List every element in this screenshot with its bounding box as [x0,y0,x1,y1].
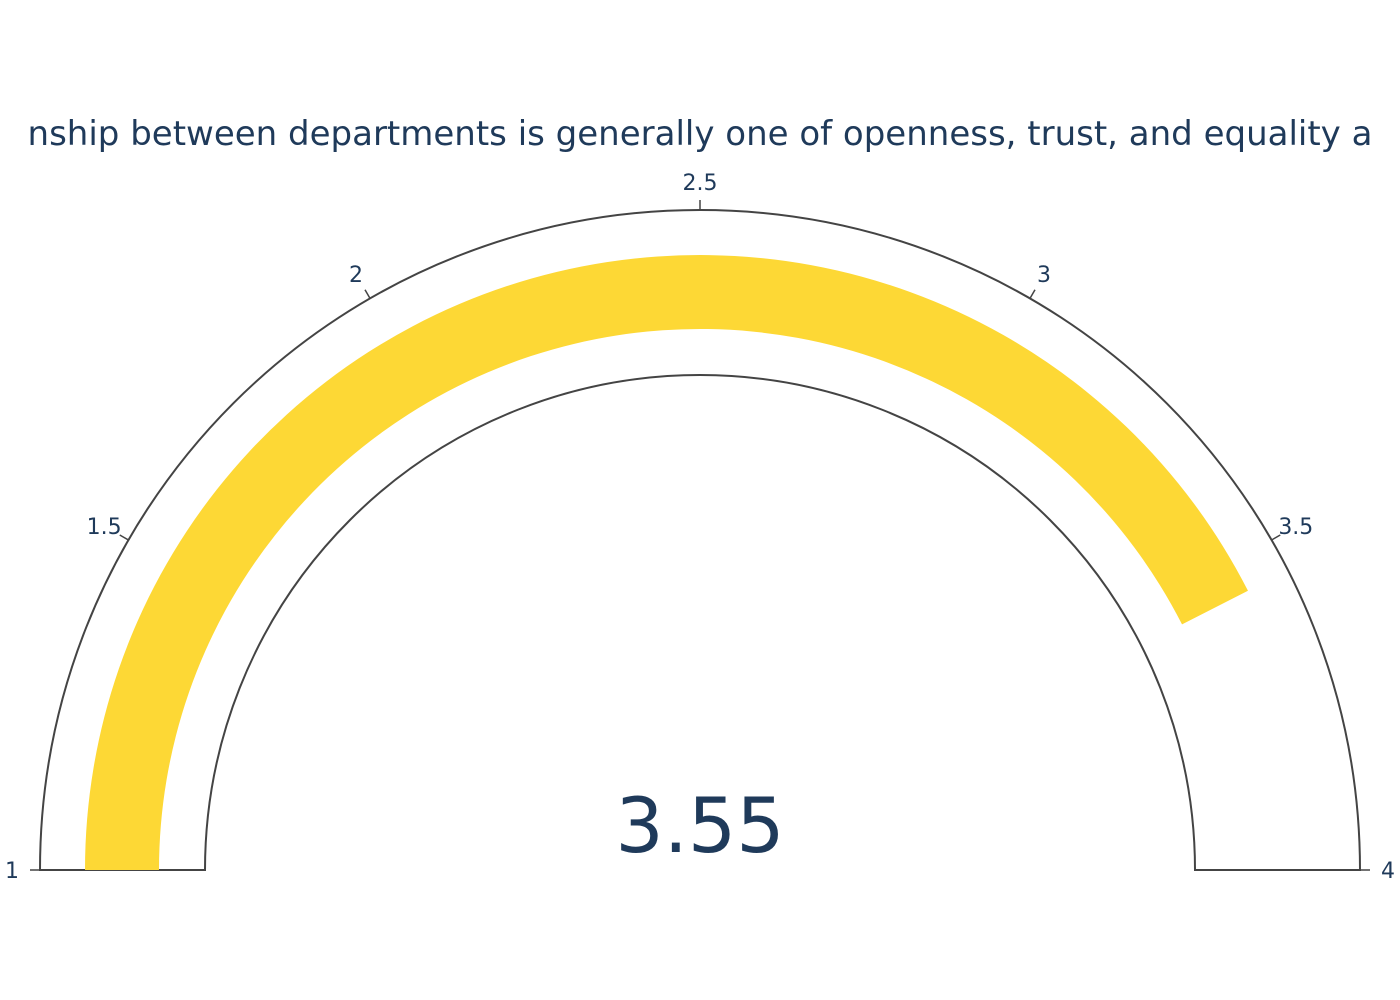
tick-label: 3 [1037,263,1051,288]
tick-label: 4 [1381,859,1395,884]
chart-title: nship between departments is generally o… [28,114,1373,154]
tick-mark [119,534,129,541]
tick-label: 2.5 [683,171,718,196]
tick-label: 3.5 [1278,515,1313,540]
tick-labels: 1 1.5 2 2.5 3 3.5 4 [5,171,1395,884]
gauge-value-label: 3.55 [615,781,784,870]
tick-mark [364,289,371,299]
tick-mark [1029,289,1036,299]
tick-mark [1271,534,1281,541]
tick-label: 1 [5,859,19,884]
tick-marks [30,200,1370,871]
tick-label: 1.5 [87,515,122,540]
gauge-outline [38,209,1362,871]
gauge-value-bar [85,255,1248,870]
tick-label: 2 [349,263,363,288]
